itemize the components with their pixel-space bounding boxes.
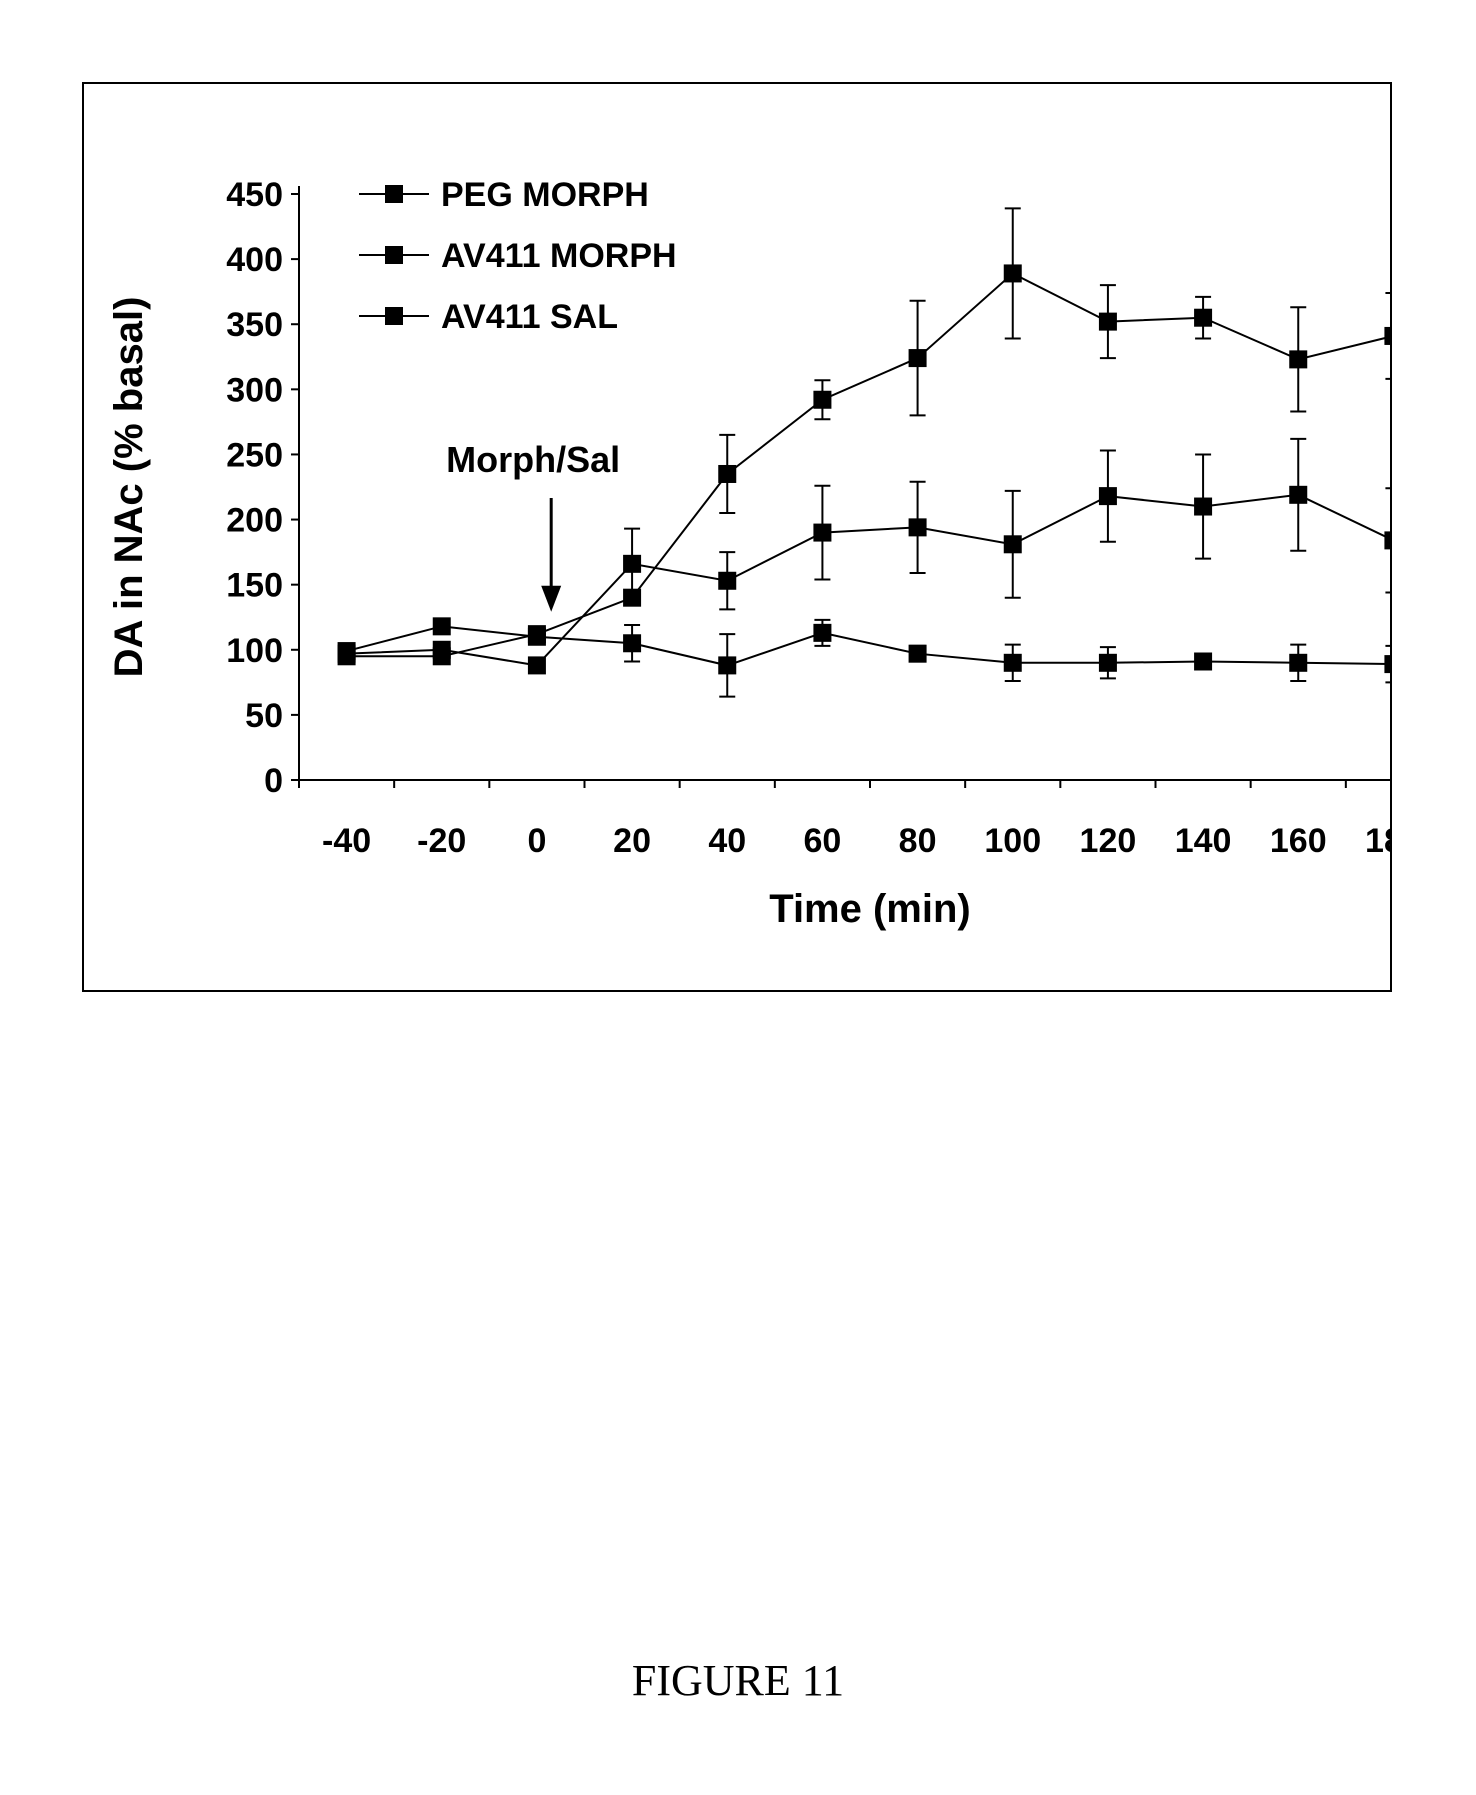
data-point [337, 642, 356, 661]
y-tick-label: 200 [226, 502, 283, 540]
data-point [908, 644, 927, 663]
x-tick-label: 0 [527, 822, 546, 860]
data-point [1384, 531, 1390, 550]
data-point [1194, 652, 1213, 671]
data-point [1003, 264, 1022, 283]
x-tick-label: 80 [899, 822, 937, 860]
series-line [346, 625, 1390, 667]
legend-swatch-marker [385, 246, 403, 264]
x-tick-label: 180 [1365, 822, 1390, 860]
data-point [813, 390, 832, 409]
data-point [1098, 312, 1117, 331]
data-point [813, 623, 832, 642]
y-tick-label: 150 [226, 567, 283, 605]
data-point [1384, 655, 1390, 674]
data-point [1194, 308, 1213, 327]
data-point [908, 518, 927, 537]
data-point [1289, 350, 1308, 369]
data-point [1384, 326, 1390, 345]
y-tick-label: 350 [226, 306, 283, 344]
y-axis-title: DA in NAc (% basal) [107, 297, 151, 678]
y-tick-label: 100 [226, 632, 283, 670]
legend-swatch-marker [385, 307, 403, 325]
data-point [718, 571, 737, 590]
x-tick-label: -20 [417, 822, 466, 860]
data-point [1289, 653, 1308, 672]
y-tick-label: 300 [226, 371, 283, 409]
data-point [432, 640, 451, 659]
y-tick-label: 250 [226, 436, 283, 474]
annotation-arrow-head [541, 585, 562, 612]
figure-caption: FIGURE 11 [631, 1656, 845, 1705]
y-tick-label: 0 [264, 762, 283, 800]
x-tick-label: 40 [708, 822, 746, 860]
x-tick-label: 160 [1270, 822, 1327, 860]
data-point [527, 656, 546, 675]
x-tick-label: -40 [322, 822, 371, 860]
legend-entry: AV411 MORPH [441, 237, 677, 275]
x-tick-label: 140 [1175, 822, 1232, 860]
x-tick-label: 20 [613, 822, 651, 860]
annotation-label: Morph/Sal [446, 439, 620, 480]
legend-entry: PEG MORPH [441, 176, 649, 214]
data-point [1098, 487, 1117, 506]
data-point [718, 656, 737, 675]
data-point [1194, 497, 1213, 516]
data-point [623, 554, 642, 573]
data-point [1003, 653, 1022, 672]
x-tick-label: 120 [1080, 822, 1137, 860]
x-axis-title: Time (min) [769, 887, 971, 931]
series-line [346, 493, 1390, 667]
x-tick-label: 60 [804, 822, 842, 860]
x-tick-label: 100 [984, 822, 1041, 860]
data-point [623, 634, 642, 653]
data-point [527, 627, 546, 646]
y-tick-label: 50 [245, 697, 283, 735]
legend-entry: AV411 SAL [441, 298, 618, 336]
data-point [1003, 535, 1022, 554]
data-point [718, 464, 737, 483]
data-point [813, 523, 832, 542]
series-line [346, 272, 1390, 658]
data-point [908, 349, 927, 368]
y-tick-label: 450 [226, 176, 283, 214]
data-point [432, 617, 451, 636]
legend-swatch-marker [385, 185, 403, 203]
y-tick-label: 400 [226, 241, 283, 279]
chart-frame: 0 50 100 150 200 250 300 350 400 450 -40 -20 0 20 40 60… [82, 82, 1392, 992]
data-point [1289, 485, 1308, 504]
data-point [1098, 653, 1117, 672]
line-chart: 0 50 100 150 200 250 300 350 400 450 -40 -20 0 20 40 60… [107, 176, 1390, 931]
